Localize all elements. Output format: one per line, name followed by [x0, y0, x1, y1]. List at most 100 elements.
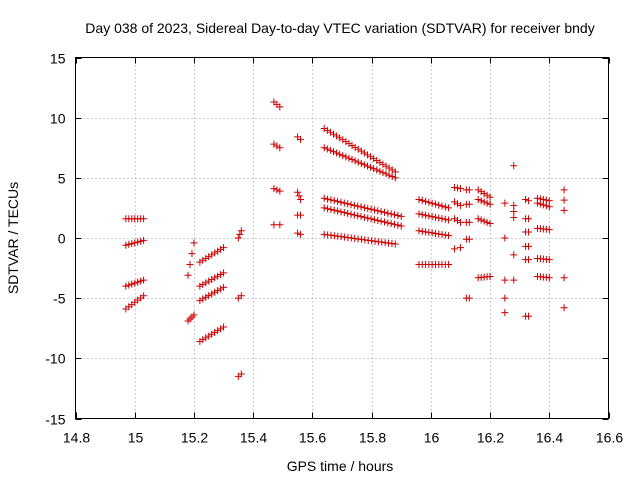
- data-point: [270, 185, 278, 193]
- data-point: [480, 189, 488, 197]
- data-point: [326, 128, 334, 136]
- data-point: [131, 279, 139, 287]
- data-point: [422, 228, 430, 236]
- data-point: [560, 206, 568, 214]
- data-point: [370, 206, 378, 214]
- data-point: [441, 231, 449, 239]
- data-point: [525, 215, 533, 223]
- chart-title: Day 038 of 2023, Sidereal Day-to-day VTE…: [85, 20, 594, 36]
- axis-ticks: 14.8 15 15.2 15.4 15.6 15.8 16 16.2 16.4 16.6 -15 -…: [45, 51, 623, 446]
- x-tick-label: 16.6: [596, 430, 623, 446]
- data-point: [545, 197, 553, 205]
- data-point: [360, 161, 368, 169]
- data-point: [339, 152, 347, 160]
- data-point: [347, 201, 355, 209]
- data-point: [205, 253, 213, 261]
- data-point: [441, 215, 449, 223]
- data-point: [188, 250, 196, 258]
- data-point: [323, 145, 331, 153]
- data-point: [208, 330, 216, 338]
- data-point: [357, 213, 365, 221]
- data-point: [327, 196, 335, 204]
- data-point: [214, 287, 222, 295]
- data-point: [367, 205, 375, 213]
- data-point: [236, 230, 244, 238]
- data-point: [438, 202, 446, 210]
- data-point: [208, 276, 216, 284]
- data-point: [560, 186, 568, 194]
- data-point: [438, 215, 446, 223]
- data-point: [380, 208, 388, 216]
- data-point: [345, 154, 353, 162]
- data-point: [384, 219, 392, 227]
- data-point: [336, 150, 344, 158]
- data-point: [140, 276, 148, 284]
- data-point: [297, 230, 305, 238]
- data-point: [453, 217, 461, 225]
- data-point: [270, 221, 278, 229]
- data-point: [211, 288, 219, 296]
- data-point: [367, 163, 375, 171]
- data-point: [367, 215, 375, 223]
- data-point: [324, 205, 332, 213]
- data-point: [431, 229, 439, 237]
- data-point: [220, 323, 228, 331]
- data-point: [190, 311, 198, 319]
- data-point: [445, 260, 453, 268]
- data-point: [357, 147, 365, 155]
- data-point: [370, 216, 378, 224]
- data-point: [376, 167, 384, 175]
- data-point: [456, 244, 464, 252]
- data-point: [453, 200, 461, 208]
- data-point: [220, 283, 228, 291]
- data-point: [320, 204, 328, 212]
- data-point: [428, 213, 436, 221]
- data-point: [196, 282, 204, 290]
- data-point: [345, 140, 353, 148]
- data-point: [334, 197, 342, 205]
- data-point: [340, 209, 348, 217]
- y-tick-label: 10: [50, 111, 66, 127]
- data-point: [483, 199, 491, 207]
- data-point: [425, 198, 433, 206]
- data-point: [125, 240, 133, 248]
- x-tick-label: 16.4: [536, 430, 563, 446]
- data-point: [217, 285, 225, 293]
- data-point: [377, 208, 385, 216]
- data-point: [474, 186, 482, 194]
- data-point: [354, 202, 362, 210]
- data-point: [525, 312, 533, 320]
- data-point: [486, 193, 494, 201]
- data-point: [199, 295, 207, 303]
- data-point: [501, 276, 509, 284]
- plot-frame: [75, 57, 609, 419]
- data-point: [477, 188, 485, 196]
- data-point: [525, 228, 533, 236]
- data-point: [451, 215, 459, 223]
- data-point: [273, 186, 281, 194]
- data-point: [320, 194, 328, 202]
- data-point: [342, 138, 350, 146]
- x-tick-label: 15.8: [359, 430, 386, 446]
- data-point: [382, 162, 390, 170]
- data-point: [510, 251, 518, 259]
- data-point: [388, 166, 396, 174]
- data-point: [501, 294, 509, 302]
- data-point: [351, 157, 359, 165]
- data-point: [465, 235, 473, 243]
- data-point: [415, 195, 423, 203]
- data-point: [202, 334, 210, 342]
- data-point: [474, 215, 482, 223]
- data-point: [483, 191, 491, 199]
- data-point: [415, 227, 423, 235]
- data-point: [196, 258, 204, 266]
- data-point: [486, 200, 494, 208]
- data-point: [370, 155, 378, 163]
- data-point: [388, 173, 396, 181]
- data-point: [425, 212, 433, 220]
- data-point: [140, 292, 148, 300]
- data-point: [131, 239, 139, 247]
- data-point: [379, 169, 387, 177]
- data-point: [364, 214, 372, 222]
- data-point: [525, 256, 533, 264]
